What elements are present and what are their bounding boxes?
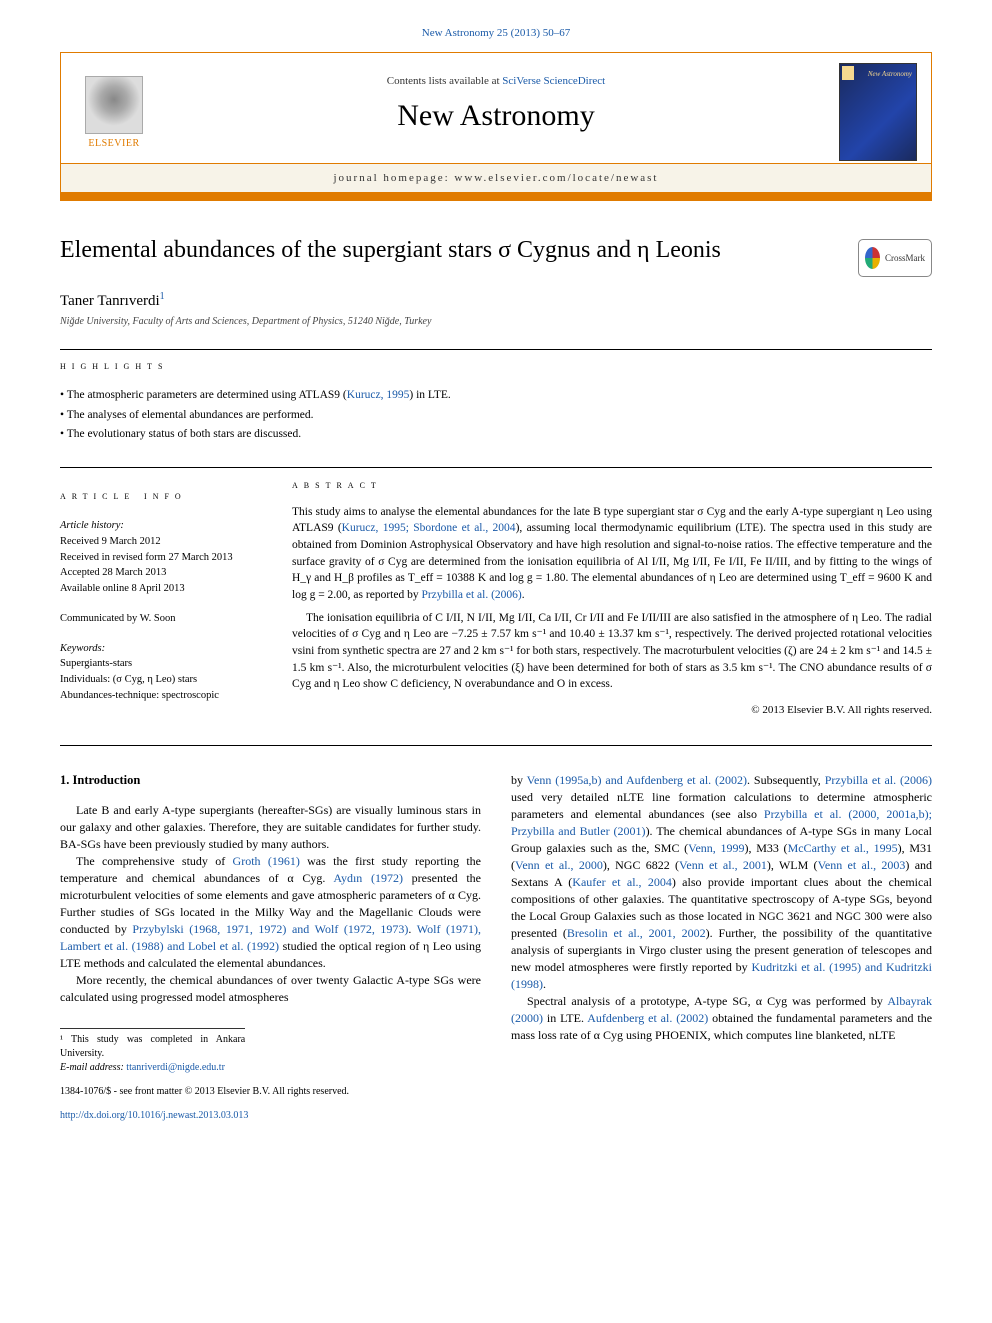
highlights-list: The atmospheric parameters are determine… (60, 386, 932, 445)
citation-link[interactable]: Venn, 1999 (688, 841, 744, 855)
divider-rule (60, 349, 932, 350)
footnotes-block: ¹ This study was completed in Ankara Uni… (60, 1028, 245, 1075)
journal-header: ELSEVIER Contents lists available at Sci… (60, 52, 932, 193)
highlight-item: The evolutionary status of both stars ar… (60, 425, 932, 445)
keyword: Individuals: (σ Cyg, η Leo) stars (60, 672, 260, 688)
body-paragraph: More recently, the chemical abundances o… (60, 972, 481, 1006)
citation-link[interactable]: Przybylski (1968, 1971, 1972) and Wolf (… (132, 922, 408, 936)
divider-rule (60, 745, 932, 746)
highlight-item: The atmospheric parameters are determine… (60, 386, 932, 406)
citation-link[interactable]: Kurucz, 1995 (347, 389, 410, 401)
citation-link[interactable]: Venn et al., 2001 (679, 858, 767, 872)
cover-title-text: New Astronomy (868, 70, 912, 78)
cover-badge-icon (842, 66, 854, 80)
journal-cover-thumbnail: New Astronomy (839, 63, 917, 161)
citation-link[interactable]: Kaufer et al., 2004 (572, 875, 672, 889)
email-line: E-mail address: ttanriverdi@nigde.edu.tr (60, 1061, 245, 1075)
contents-prefix: Contents lists available at (387, 75, 502, 87)
header-accent-bar (60, 193, 932, 201)
crossmark-badge[interactable]: CrossMark (858, 239, 932, 277)
crossmark-label: CrossMark (885, 253, 925, 263)
citation-link[interactable]: Bresolin et al., 2001, 2002 (567, 926, 706, 940)
journal-title: New Astronomy (153, 99, 839, 133)
section-heading: 1. Introduction (60, 772, 481, 790)
footnote: ¹ This study was completed in Ankara Uni… (60, 1033, 245, 1061)
citation-link[interactable]: Groth (1961) (233, 854, 300, 868)
body-paragraph: by Venn (1995a,b) and Aufdenberg et al. … (511, 772, 932, 993)
journal-citation-link[interactable]: New Astronomy 25 (2013) 50–67 (422, 27, 571, 39)
received-date: Received 9 March 2012 (60, 534, 260, 550)
abstract-label: abstract (292, 478, 932, 494)
body-paragraph: The comprehensive study of Groth (1961) … (60, 853, 481, 972)
sciencedirect-link[interactable]: SciVerse ScienceDirect (502, 75, 605, 87)
citation-link[interactable]: Przybilla et al. (2006) (825, 773, 932, 787)
history-label: Article history: (60, 518, 260, 534)
article-info-sidebar: article info Article history: Received 9… (60, 478, 260, 719)
homepage-prefix: journal homepage: (334, 172, 455, 184)
citation-link[interactable]: Przybilla et al. (2006) (421, 589, 521, 601)
citation-link[interactable]: Aydın (1972) (333, 871, 403, 885)
column-right: by Venn (1995a,b) and Aufdenberg et al. … (511, 772, 932, 1123)
author-footnote-marker[interactable]: 1 (160, 291, 165, 302)
accepted-date: Accepted 28 March 2013 (60, 565, 260, 581)
elsevier-tree-icon (85, 76, 143, 134)
email-link[interactable]: ttanriverdi@nigde.edu.tr (126, 1062, 225, 1073)
citation-link[interactable]: McCarthy et al., 1995 (788, 841, 898, 855)
column-left: 1. Introduction Late B and early A-type … (60, 772, 481, 1123)
citation-link[interactable]: Venn et al., 2003 (818, 858, 906, 872)
article-title: Elemental abundances of the supergiant s… (60, 235, 846, 266)
journal-citation: New Astronomy 25 (2013) 50–67 (0, 0, 992, 46)
citation-link[interactable]: Aufdenberg et al. (2002) (587, 1011, 708, 1025)
author-affiliation: Niğde University, Faculty of Arts and Sc… (60, 316, 932, 327)
highlights-label: highlights (60, 360, 932, 372)
homepage-url[interactable]: www.elsevier.com/locate/newast (454, 172, 658, 184)
doi-link[interactable]: http://dx.doi.org/10.1016/j.newast.2013.… (60, 1110, 248, 1121)
article-info-label: article info (60, 488, 260, 505)
divider-rule (60, 467, 932, 468)
revised-date: Received in revised form 27 March 2013 (60, 550, 260, 566)
abstract-block: abstract This study aims to analyse the … (292, 478, 932, 719)
front-matter-line: 1384-1076/$ - see front matter © 2013 El… (60, 1085, 481, 1099)
copyright-line: © 2013 Elsevier B.V. All rights reserved… (292, 703, 932, 719)
keyword: Abundances-technique: spectroscopic (60, 688, 260, 704)
author-name: Taner Tanrıverdi1 (60, 291, 932, 310)
body-two-column: 1. Introduction Late B and early A-type … (60, 772, 932, 1123)
publisher-logo: ELSEVIER (75, 68, 153, 156)
keywords-label: Keywords: (60, 641, 260, 657)
contents-available-line: Contents lists available at SciVerse Sci… (153, 75, 839, 87)
author-text: Taner Tanrıverdi (60, 293, 160, 309)
abstract-paragraph: The ionisation equilibria of C I/II, N I… (292, 610, 932, 693)
citation-link[interactable]: Venn et al., 2000 (515, 858, 603, 872)
journal-homepage-line: journal homepage: www.elsevier.com/locat… (61, 163, 931, 192)
body-paragraph: Spectral analysis of a prototype, A-type… (511, 993, 932, 1044)
body-paragraph: Late B and early A-type supergiants (her… (60, 802, 481, 853)
publisher-name: ELSEVIER (88, 138, 139, 149)
crossmark-icon (865, 247, 880, 269)
citation-link[interactable]: Venn (1995a,b) and Aufdenberg et al. (20… (527, 773, 747, 787)
online-date: Available online 8 April 2013 (60, 581, 260, 597)
citation-link[interactable]: Kurucz, 1995; Sbordone et al., 2004 (342, 522, 516, 534)
communicated-by: Communicated by W. Soon (60, 611, 260, 627)
keyword: Supergiants-stars (60, 656, 260, 672)
highlight-item: The analyses of elemental abundances are… (60, 406, 932, 426)
abstract-paragraph: This study aims to analyse the elemental… (292, 504, 932, 604)
